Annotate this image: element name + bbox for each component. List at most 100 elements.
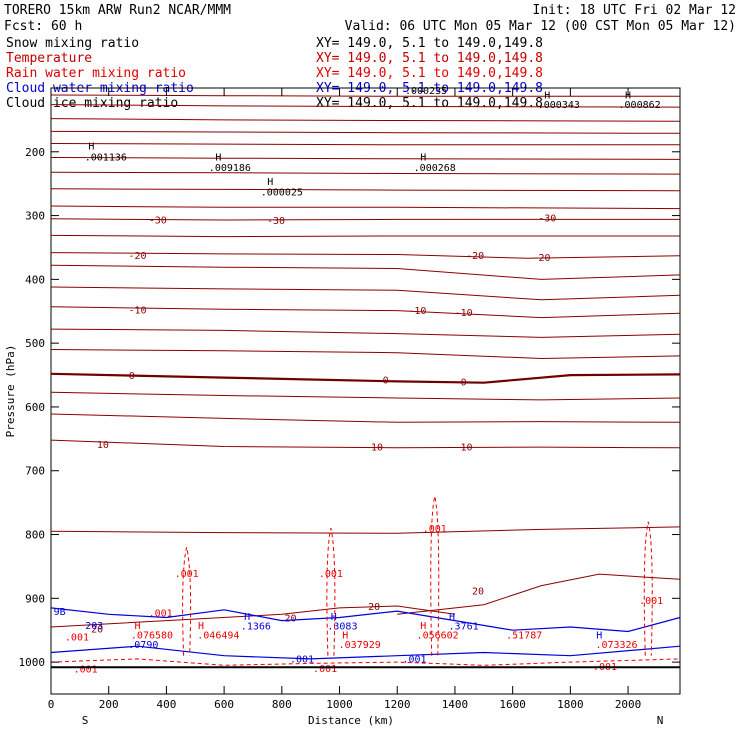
temperature-contour <box>50 188 681 192</box>
legend-cloud-ice: Cloud ice mixing ratio <box>6 96 178 111</box>
temperature-label: -30 <box>149 215 167 226</box>
init-time: Init: 18 UTC Fri 02 Mar 12 <box>533 3 737 18</box>
rain-label: .51787 <box>506 631 542 642</box>
temperature-label: 0 <box>129 371 135 382</box>
cloud-label: H <box>449 612 455 623</box>
ice-max-label: .000343 <box>538 100 580 111</box>
temperature-contour <box>50 130 681 134</box>
legend-rain: Rain water mixing ratio <box>6 66 186 81</box>
temperature-contour <box>50 104 681 108</box>
x-tick-label: 1200 <box>384 698 411 711</box>
cloud-contour <box>50 607 681 633</box>
legend: Snow mixing ratio XY= 149.0, 5.1 to 149.… <box>6 36 543 111</box>
rain-label: H <box>420 621 426 632</box>
temperature-label: 10 <box>97 440 109 451</box>
x-tick-label: 2000 <box>615 698 642 711</box>
rain-label: .076580 <box>131 631 173 642</box>
temperature-label: -20 <box>466 251 484 262</box>
x-tick-label: 1600 <box>499 698 526 711</box>
x-tick-label: 400 <box>156 698 176 711</box>
cloud-label: 9B <box>54 607 66 618</box>
ice-max-label: .001136 <box>85 152 127 163</box>
ice-max-label: .000235 <box>405 86 447 97</box>
rain-label: .001 <box>65 633 89 644</box>
temperature-label: -30 <box>538 213 556 224</box>
temperature-contour <box>50 413 681 423</box>
y-tick-label: 300 <box>25 210 45 223</box>
y-tick-label: 500 <box>25 337 45 350</box>
cloud-label: 203 <box>85 621 103 632</box>
temperature-contour <box>50 372 681 384</box>
temperature-contour <box>397 573 681 615</box>
temperature-contour <box>50 234 680 238</box>
legend-temperature: Temperature <box>6 51 92 66</box>
legend-cloud-ice-xy: XY= 149.0, 5.1 to 149.0,149.8 <box>316 96 543 111</box>
rain-label: .056602 <box>417 631 459 642</box>
temperature-contour <box>50 171 681 175</box>
x-tick-label: 1400 <box>442 698 469 711</box>
x-axis-title: Distance (km) <box>308 714 394 727</box>
model-title: TORERO 15km ARW Run2 NCAR/MMM <box>4 3 231 18</box>
temperature-label: 20 <box>284 613 296 624</box>
x-tick-label: 200 <box>99 698 119 711</box>
temperature-label: 0 <box>383 376 389 387</box>
rain-label: H <box>198 621 204 632</box>
ice-max-label: .000268 <box>414 163 456 174</box>
y-tick-label: 600 <box>25 401 45 414</box>
ice-max-label: H <box>420 152 426 163</box>
legend-snow-xy: XY= 149.0, 5.1 to 149.0,149.8 <box>316 36 543 51</box>
y-tick-label: 900 <box>25 592 45 605</box>
rain-label: H <box>135 621 141 632</box>
temperature-label: 20 <box>91 624 103 635</box>
x-tick-label: 1800 <box>557 698 584 711</box>
temperature-contour <box>50 157 681 160</box>
temperature-label: 10 <box>371 442 383 453</box>
temperature-label: -20 <box>532 253 550 264</box>
temperature-contour <box>50 252 681 259</box>
temperature-contour <box>50 526 681 534</box>
cloud-label: .001 <box>290 654 314 665</box>
x-tick-label: 600 <box>214 698 234 711</box>
temperature-label: -10 <box>129 305 147 316</box>
temperature-contour <box>50 94 680 97</box>
temperature-contour <box>50 205 681 210</box>
rain-label: .001 <box>639 596 663 607</box>
temperature-contour <box>50 118 681 122</box>
temperature-contour <box>50 286 681 301</box>
temperature-label: -10 <box>408 306 426 317</box>
temperature-label: -10 <box>455 308 473 319</box>
temperature-contour <box>50 439 681 449</box>
ice-max-label: H <box>88 141 94 152</box>
cloud-label: .3761 <box>449 622 479 633</box>
ice-max-label: H <box>544 90 550 101</box>
rain-plume <box>430 496 440 656</box>
legend-rain-xy: XY= 149.0, 5.1 to 149.0,149.8 <box>316 66 543 81</box>
temperature-contour <box>50 605 455 628</box>
temperature-contour <box>50 264 681 280</box>
cloud-label: H <box>596 631 602 642</box>
x-tick-label: 1000 <box>326 698 353 711</box>
x-tick-label: 800 <box>272 698 292 711</box>
rain-label: .001 <box>319 569 343 580</box>
temperature-contour <box>50 328 681 338</box>
ice-max-label: .009186 <box>209 163 251 174</box>
x-end-label-south: S <box>82 714 89 727</box>
cloud-label: H <box>244 612 250 623</box>
temperature-label: 0 <box>461 377 467 388</box>
temperature-contour <box>50 143 680 146</box>
temperature-contour <box>50 349 681 360</box>
rain-label: .073326 <box>595 640 637 651</box>
rain-contour <box>50 658 681 666</box>
ice-max-label: H <box>267 177 273 188</box>
rain-label: .046494 <box>197 631 239 642</box>
temperature-label: -20 <box>129 251 147 262</box>
rain-label: H <box>342 631 348 642</box>
y-tick-label: 700 <box>25 465 45 478</box>
rain-plume <box>182 547 192 656</box>
temperature-label: 20 <box>472 587 484 598</box>
x-tick-label: 0 <box>48 698 55 711</box>
legend-snow: Snow mixing ratio <box>6 36 139 51</box>
rain-label: .001 <box>74 664 98 675</box>
rain-label: .001 <box>423 524 447 535</box>
